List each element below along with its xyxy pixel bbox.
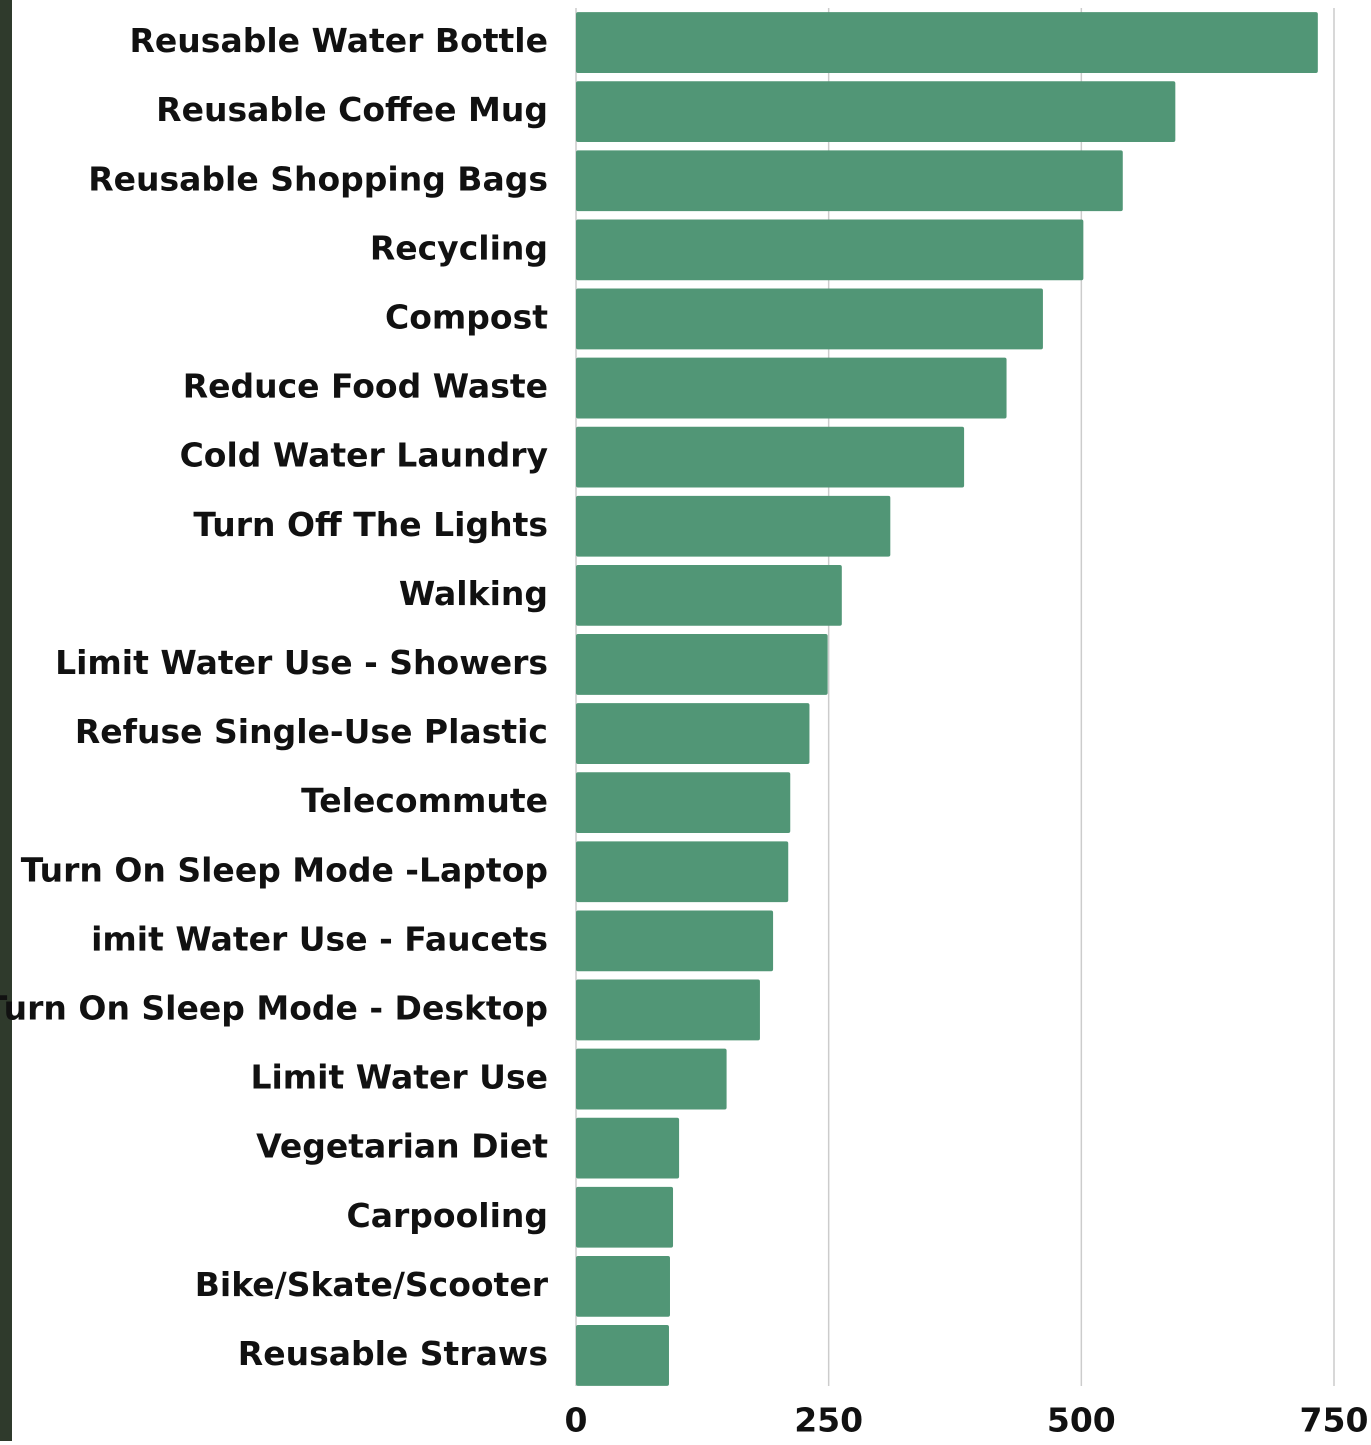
- y-tick-label: Refuse Single-Use Plastic: [75, 712, 548, 751]
- bar: [576, 564, 842, 626]
- y-tick-label: Carpooling: [347, 1196, 548, 1235]
- y-tick-label: Cold Water Laundry: [180, 436, 548, 475]
- bar: [576, 150, 1123, 212]
- y-tick-label: Turn Off The Lights: [193, 505, 548, 544]
- y-tick-label: Reusable Shopping Bags: [88, 159, 548, 198]
- bar: [576, 910, 774, 972]
- bar: [576, 979, 760, 1041]
- bar: [576, 495, 891, 557]
- bar: [576, 288, 1043, 350]
- y-tick-label: Vegetarian Diet: [256, 1127, 548, 1166]
- bar: [576, 703, 810, 764]
- background-strip: [0, 0, 12, 1441]
- x-tick-label: 750: [1300, 1401, 1369, 1440]
- y-tick-label: Limit Water Use: [250, 1058, 548, 1097]
- y-tick-label: Reduce Food Waste: [183, 367, 548, 406]
- y-tick-label: Recycling: [370, 228, 548, 267]
- bar: [576, 841, 789, 903]
- y-tick-label: Reusable Coffee Mug: [156, 90, 548, 129]
- bar: [576, 772, 791, 834]
- bar: [576, 219, 1084, 281]
- bar: [576, 12, 1318, 73]
- x-tick-label: 250: [794, 1401, 863, 1440]
- bar: [576, 1255, 670, 1317]
- y-tick-label: Turn On Sleep Mode - Desktop: [0, 988, 548, 1027]
- bar: [576, 1325, 669, 1386]
- y-tick-label: Compost: [385, 297, 548, 336]
- y-tick-label: Telecommute: [301, 781, 548, 820]
- y-tick-label: Limit Water Use - Showers: [55, 643, 548, 682]
- x-tick-label: 500: [1047, 1401, 1116, 1440]
- y-tick-label: imit Water Use - Faucets: [91, 919, 548, 958]
- bar: [576, 1117, 680, 1179]
- bar: [576, 634, 828, 695]
- y-tick-label: Bike/Skate/Scooter: [195, 1265, 549, 1304]
- x-tick-label: 0: [565, 1401, 588, 1440]
- y-tick-label: Walking: [399, 574, 548, 613]
- y-tick-label: Reusable Straws: [238, 1334, 548, 1373]
- y-tick-label: Turn On Sleep Mode -Laptop: [21, 850, 548, 889]
- bar: [576, 357, 1007, 419]
- bar: [576, 81, 1176, 143]
- bar: [576, 1048, 727, 1110]
- bar: [576, 1186, 674, 1248]
- y-tick-label: Reusable Water Bottle: [130, 21, 548, 60]
- bar: [576, 426, 965, 488]
